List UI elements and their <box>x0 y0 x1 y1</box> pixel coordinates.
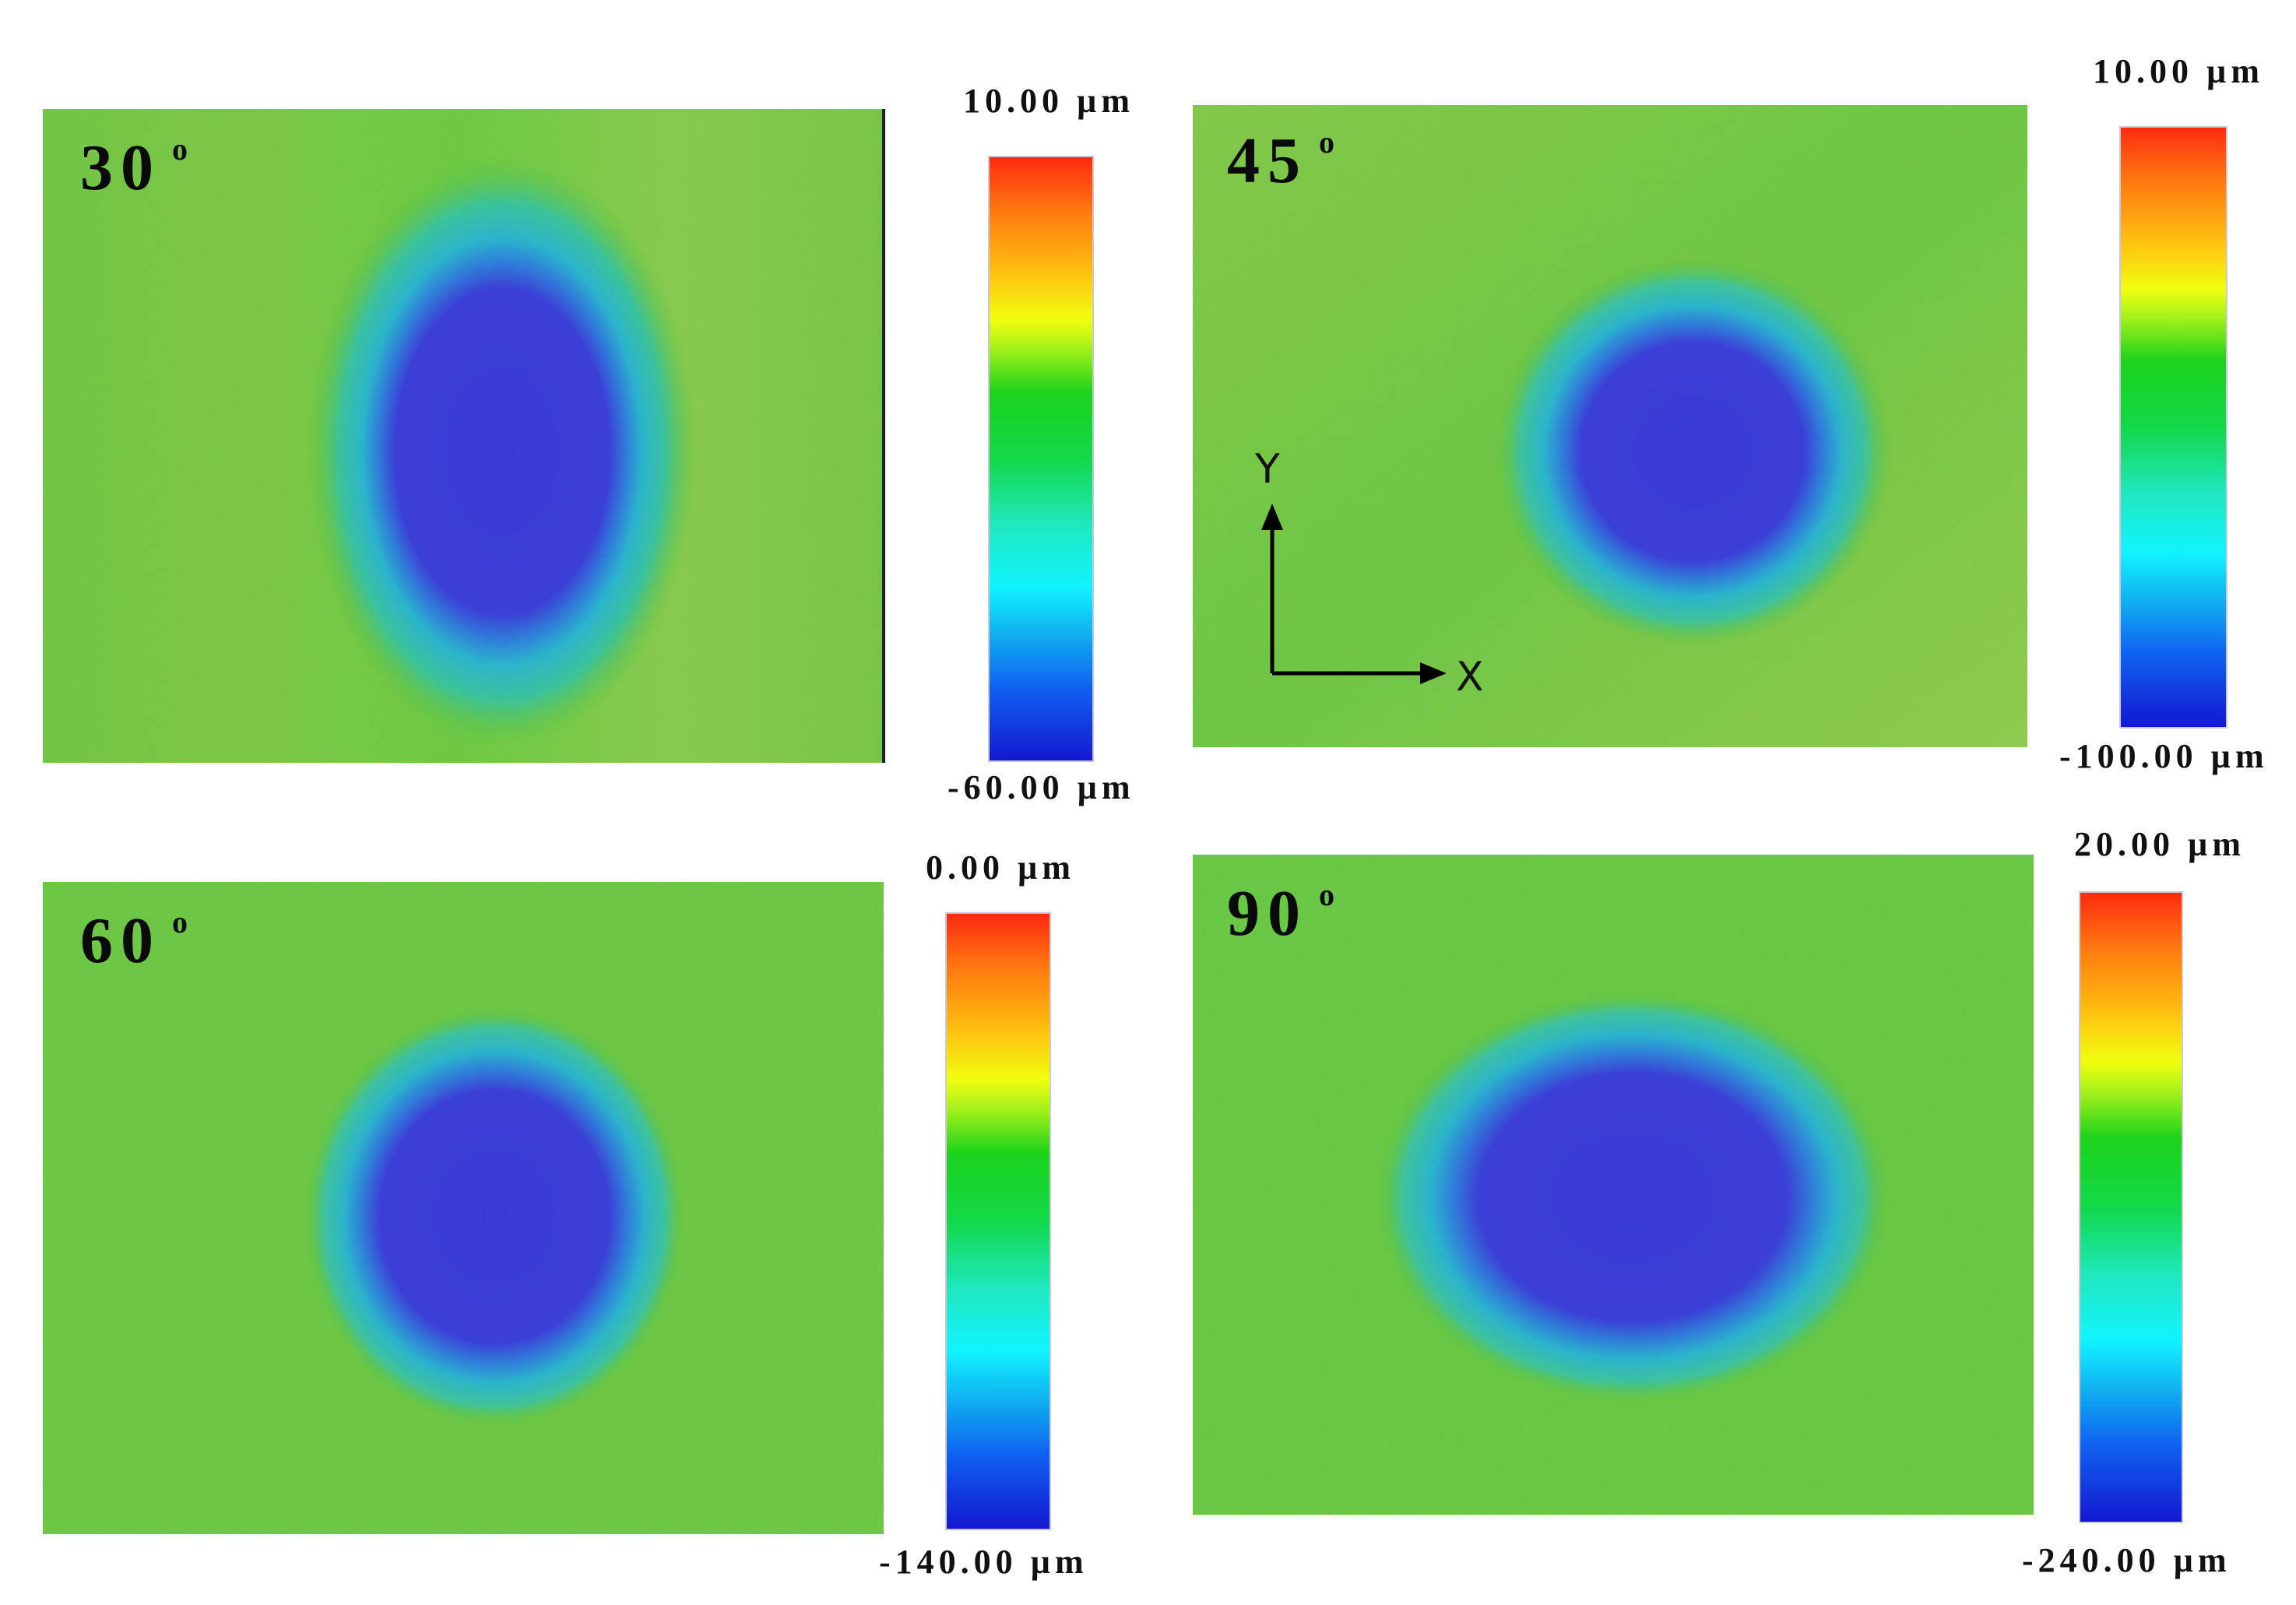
colorbar-90 <box>2079 891 2183 1523</box>
xy-axes-indicator: Y X <box>1254 446 1484 701</box>
height-map-image-45: Y X <box>1193 105 2027 747</box>
surface-map-90: 90 o <box>1193 855 2034 1515</box>
scale-min-90: -240.00 µm <box>2022 1541 2231 1579</box>
x-axis-arrow-icon <box>1420 662 1447 684</box>
y-axis-arrow-icon <box>1261 504 1283 530</box>
angle-label-90: 90 o <box>1227 877 1342 950</box>
angle-label-60: 60 o <box>80 904 195 977</box>
scale-min-30: -60.00 µm <box>948 768 1135 806</box>
height-map-image-90 <box>1193 855 2034 1515</box>
scale-max-30: 10.00 µm <box>963 82 1135 120</box>
angle-label-45: 45 o <box>1227 125 1342 197</box>
colorbar-30 <box>988 156 1094 762</box>
scale-min-45: -100.00 µm <box>2059 737 2269 775</box>
colorbar-45 <box>2119 126 2227 729</box>
scale-max-45: 10.00 µm <box>2093 52 2265 90</box>
x-axis-label: X <box>1456 654 1484 701</box>
panel-divider-line <box>882 109 885 763</box>
scale-min-60: -140.00 µm <box>879 1543 1088 1581</box>
scale-max-90: 20.00 µm <box>2074 825 2246 863</box>
surface-map-60: 60 o <box>43 882 884 1534</box>
scale-max-60: 0.00 µm <box>926 848 1076 887</box>
height-map-image-30 <box>43 109 882 763</box>
surface-map-45: Y X 45 o <box>1193 105 2027 747</box>
height-map-image-60 <box>43 882 884 1534</box>
y-axis-label: Y <box>1254 446 1280 493</box>
colorbar-60 <box>945 912 1051 1530</box>
surface-map-30: 30 o <box>43 109 882 763</box>
angle-label-30: 30 o <box>80 132 195 204</box>
